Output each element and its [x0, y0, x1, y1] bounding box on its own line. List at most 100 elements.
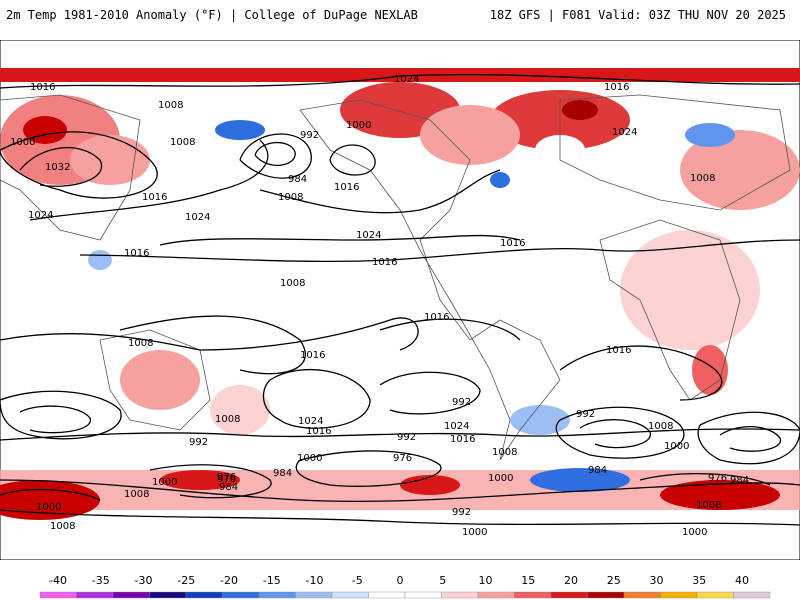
contour-label: 1000 — [10, 137, 35, 148]
contour-label: 992 — [397, 432, 416, 443]
contour-label: 1032 — [45, 162, 70, 173]
contour-label: 1000 — [682, 527, 707, 538]
contour-label: 976 — [217, 472, 236, 483]
map-title: 2m Temp 1981-2010 Anomaly (°F) | College… — [6, 8, 418, 22]
contour-label: 1008 — [128, 338, 153, 349]
contour-label: 992 — [576, 409, 595, 420]
contour-label: 1008 — [158, 100, 183, 111]
warm-anomaly-shading — [0, 68, 800, 520]
colorbar-swatch — [623, 591, 661, 599]
colorbar-tick-label: 5 — [439, 574, 446, 587]
colorbar-swatch — [514, 591, 552, 599]
contour-label: 1000 — [152, 477, 177, 488]
contour-label: 1000 — [297, 453, 322, 464]
colorbar-swatch — [222, 591, 260, 599]
colorbar-swatch — [404, 591, 442, 599]
contour-label: 1008 — [50, 521, 75, 532]
contour-label: 1000 — [462, 527, 487, 538]
contour-label: 1008 — [278, 192, 303, 203]
contour-label: 1016 — [606, 345, 631, 356]
contour-label: 1024 — [185, 212, 210, 223]
colorbar-swatch — [660, 591, 698, 599]
contour-label: 1024 — [444, 421, 469, 432]
colorbar-swatch — [477, 591, 515, 599]
contour-label: 1000 — [664, 441, 689, 452]
colorbar-swatch — [76, 591, 114, 599]
colorbar-tick-label: -40 — [49, 574, 67, 587]
model-run-info: 18Z GFS | F081 Valid: 03Z THU NOV 20 202… — [489, 8, 786, 22]
colorbar-tick-label: 10 — [479, 574, 493, 587]
header: 2m Temp 1981-2010 Anomaly (°F) | College… — [0, 0, 800, 30]
contour-label: 1016 — [306, 426, 331, 437]
colorbar-ticks: -40 -35 -30 -25 -20 -15 -10 -5 0 5 10 15 20 25 30 35 40 — [49, 574, 749, 587]
contour-label: 1024 — [394, 74, 419, 85]
colorbar-tick-label: -30 — [135, 574, 153, 587]
contour-label: 1024 — [356, 230, 381, 241]
colorbar-swatch — [331, 591, 369, 599]
contour-label: 1016 — [300, 350, 325, 361]
contour-label: 992 — [300, 130, 319, 141]
isobar-contours — [0, 74, 800, 526]
colorbar-swatch — [112, 591, 150, 599]
colorbar-swatches — [39, 591, 771, 599]
contour-label: 984 — [588, 465, 607, 476]
colorbar-swatch — [696, 591, 734, 599]
contour-label: 1008 — [215, 414, 240, 425]
colorbar-swatch — [368, 591, 406, 599]
contour-label: 976 — [217, 474, 236, 485]
contour-label: 976 — [708, 473, 727, 484]
contour-label: 992 — [452, 397, 471, 408]
colorbar-tick-label: 35 — [692, 574, 706, 587]
contour-label: 1024 — [298, 416, 323, 427]
contour-label: 1016 — [142, 192, 167, 203]
contour-label: 1008 — [492, 447, 517, 458]
colorbar-tick-label: 40 — [735, 574, 749, 587]
contour-label: 1016 — [500, 238, 525, 249]
colorbar-tick-label: 15 — [521, 574, 535, 587]
contour-label: 1008 — [280, 278, 305, 289]
colorbar-swatch — [149, 591, 187, 599]
contour-label: 1008 — [648, 421, 673, 432]
contour-label: 984 — [219, 482, 238, 493]
contour-label: 1008 — [124, 489, 149, 500]
colorbar-swatch — [258, 591, 296, 599]
contour-label: 1008 — [696, 500, 721, 511]
colorbar-tick-label: -35 — [92, 574, 110, 587]
contour-label: 1024 — [612, 127, 637, 138]
contour-label: 1000 — [346, 120, 371, 131]
contour-label: 1016 — [124, 248, 149, 259]
contour-label: 984 — [730, 475, 749, 486]
colorbar-swatch — [39, 591, 77, 599]
colorbar-tick-label: -25 — [177, 574, 195, 587]
contour-label: 1016 — [334, 182, 359, 193]
contour-label: 1016 — [30, 82, 55, 93]
colorbar: -40 -35 -30 -25 -20 -15 -10 -5 0 5 10 15 20 25 30 35 40 — [39, 574, 771, 599]
contour-label: 984 — [273, 468, 292, 479]
colorbar-tick-label: 0 — [397, 574, 404, 587]
colorbar-tick-label: 20 — [564, 574, 578, 587]
colorbar-tick-label: 30 — [650, 574, 664, 587]
colorbar-tick-label: -10 — [306, 574, 324, 587]
colorbar-tick-label: -15 — [263, 574, 281, 587]
colorbar-tick-label: -20 — [220, 574, 238, 587]
colorbar-swatch — [587, 591, 625, 599]
colorbar-swatch — [441, 591, 479, 599]
colorbar-tick-label: 25 — [607, 574, 621, 587]
contour-label: 976 — [393, 453, 412, 464]
contour-label: 984 — [288, 174, 307, 185]
anomaly-map: 1016 1008 1000 1032 992 984 1024 1016 10… — [0, 40, 800, 560]
contour-label: 1024 — [28, 210, 53, 221]
contour-label: 1016 — [372, 257, 397, 268]
colorbar-swatch — [733, 591, 771, 599]
contour-labels: 1016 1008 1000 1032 992 984 1024 1016 10… — [10, 74, 749, 538]
contour-label: 992 — [452, 507, 471, 518]
colorbar-swatch — [185, 591, 223, 599]
contour-label: 1016 — [604, 82, 629, 93]
contour-label: 1000 — [36, 502, 61, 513]
contour-label: 1008 — [690, 173, 715, 184]
coastlines — [0, 94, 791, 461]
contour-label: 1000 — [488, 473, 513, 484]
contour-label: 1016 — [450, 434, 475, 445]
colorbar-tick-label: -5 — [352, 574, 363, 587]
contour-label: 992 — [189, 437, 208, 448]
